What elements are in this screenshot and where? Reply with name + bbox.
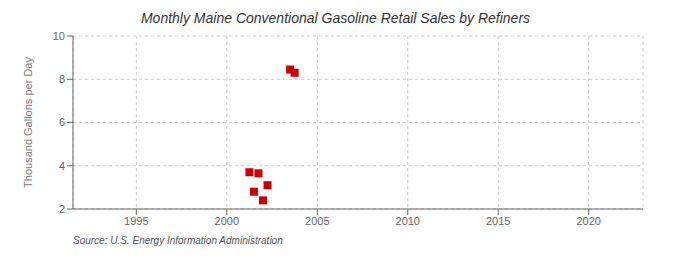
svg-text:2000: 2000: [215, 215, 239, 227]
svg-text:2005: 2005: [305, 215, 329, 227]
svg-text:2010: 2010: [396, 215, 420, 227]
svg-text:4: 4: [59, 160, 65, 172]
svg-text:8: 8: [59, 73, 65, 85]
svg-text:2015: 2015: [486, 215, 510, 227]
svg-text:10: 10: [53, 30, 65, 42]
svg-text:Thousand Gallons per Day: Thousand Gallons per Day: [22, 57, 34, 188]
svg-text:6: 6: [59, 116, 65, 128]
html-text:Source: U.S. Energy Informatio: Source: U.S. Energy Information Administ…: [73, 235, 283, 246]
svg-text:2: 2: [59, 203, 65, 215]
svg-text:2020: 2020: [576, 215, 600, 227]
svg-text:1995: 1995: [124, 215, 148, 227]
html-text:Monthly Maine Conventional Gas: Monthly Maine Conventional Gasoline Reta…: [141, 10, 530, 26]
